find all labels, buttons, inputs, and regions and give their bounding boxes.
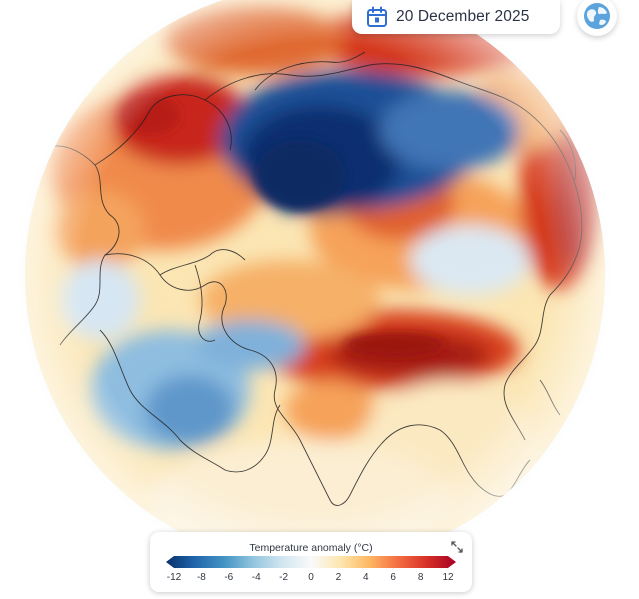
legend-ticks: -12 -8 -6 -4 -2 0 2 4 6 8 12	[166, 572, 456, 586]
date-label: 20 December 2025	[396, 8, 530, 25]
globe-view-button[interactable]	[577, 0, 617, 36]
legend-tick: -2	[279, 572, 289, 583]
legend-tick: 0	[308, 572, 314, 583]
globe-icon	[584, 3, 610, 29]
legend-color-bar	[166, 556, 456, 568]
legend-tick: -8	[196, 572, 206, 583]
legend-tick: 6	[390, 572, 396, 583]
legend-tick: 12	[442, 572, 454, 583]
globe-limb	[25, 0, 605, 565]
expand-legend-button[interactable]	[448, 538, 466, 556]
legend-tick: -6	[224, 572, 234, 583]
calendar-icon	[367, 6, 387, 27]
expand-icon	[451, 541, 463, 553]
legend-tick: 4	[363, 572, 369, 583]
legend-title: Temperature anomaly (°C)	[249, 542, 373, 554]
legend-tick: -4	[251, 572, 261, 583]
color-legend: Temperature anomaly (°C) -12 -8 -6 -4 -2 0 2 4 6…	[150, 532, 472, 592]
legend-tick: -12	[166, 572, 182, 583]
legend-tick: 2	[335, 572, 342, 583]
date-picker-button[interactable]: 20 December 2025	[352, 0, 560, 34]
legend-tick: 8	[417, 572, 424, 583]
